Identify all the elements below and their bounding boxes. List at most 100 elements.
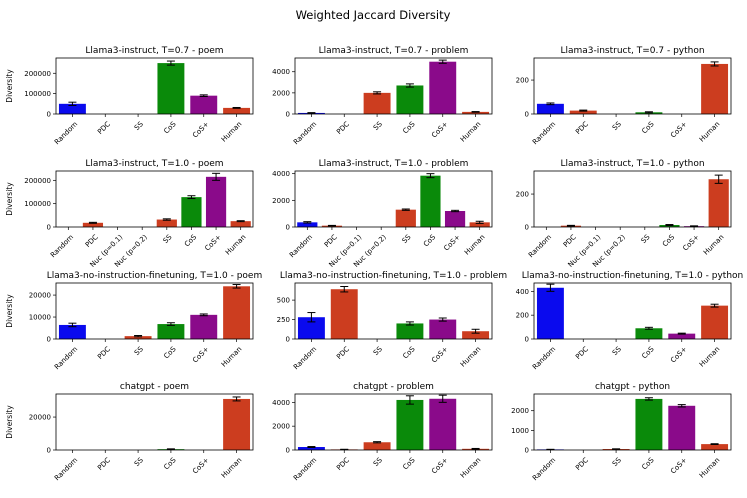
subplot-2-yticklabel-0: 0 <box>286 111 290 119</box>
subplot-11: chatgpt - problem Random PDC SS CoS CoS+ Human… <box>272 382 493 482</box>
subplot-4: Llama3-instruct, T=1.0 - poem Diversity Ra… <box>5 159 254 269</box>
subplot-11-title: chatgpt - problem <box>353 382 434 392</box>
subplot-5-xlabel-4: SS <box>401 233 413 245</box>
subplot-9-yticklabel-2: 400 <box>516 288 529 296</box>
subplot-9-yticklabel-1: 200 <box>516 312 529 320</box>
subplot-1-xlabel-2: SS <box>133 120 145 132</box>
subplot-7-bar-4 <box>190 314 218 339</box>
subplot-3-frame <box>533 57 732 115</box>
subplot-7-bar-0 <box>58 324 86 339</box>
subplot-12-xlabel-5: Human <box>698 456 722 480</box>
subplot-12-yticklabel-0: 0 <box>525 447 529 455</box>
subplot-8-xlabel-3: CoS <box>401 345 417 361</box>
subplot-1-frame <box>55 57 254 115</box>
subplot-11-bar-2 <box>363 442 391 450</box>
subplot-5-bar-6 <box>444 211 466 227</box>
subplot-12-bar-5 <box>701 444 729 450</box>
subplot-2-xlabel-4: CoS+ <box>430 120 450 140</box>
subplot-12-yticklabel-1: 1000 <box>511 427 529 435</box>
subplot-10-xlabel-4: CoS+ <box>191 456 211 476</box>
subplot-7-ylabel: Diversity <box>5 294 14 328</box>
subplot-1-yticklabel-1: 100000 <box>24 90 51 98</box>
subplot-4-yticklabel-1: 100000 <box>24 200 51 208</box>
subplot-5-xlabel-7: Human <box>463 233 487 257</box>
subplot-1-yticklabel-2: 200000 <box>24 70 51 78</box>
subplot-8-bar-0 <box>297 317 325 339</box>
subplot-3-yticklabel-1: 200 <box>516 77 529 85</box>
subplot-5-xlabel-5: CoS <box>422 233 438 249</box>
subplot-12-xlabel-4: CoS+ <box>669 456 689 476</box>
subplot-8: Llama3-no-instruction-finetuning, T=1.0 … <box>277 271 507 371</box>
subplot-10-yticklabel-0: 0 <box>47 447 51 455</box>
subplot-8-yticklabel-1: 250 <box>277 316 290 324</box>
subplot-7-xlabel-2: SS <box>133 345 145 357</box>
subplot-12-bar-4 <box>668 405 696 450</box>
subplot-3-xlabel-1: PDC <box>574 120 590 136</box>
subplot-12-yticklabel-2: 2000 <box>511 407 529 415</box>
subplot-1-ylabel: Diversity <box>5 69 14 103</box>
subplot-2-xlabel-1: PDC <box>335 120 351 136</box>
subplot-2-yticklabel-1: 2000 <box>272 89 290 97</box>
subplot-2-bar-3 <box>396 85 424 114</box>
subplot-6-xlabel-5: CoS <box>661 233 677 249</box>
subplot-8-xlabel-4: CoS+ <box>430 345 450 365</box>
subplot-7-xlabel-0: Random <box>53 345 79 371</box>
subplot-8-xlabel-5: Human <box>459 345 483 369</box>
subplot-4-xlabel-1: PDC <box>84 233 100 249</box>
subplot-8-xlabel-0: Random <box>292 345 318 371</box>
subplot-3-bar-0 <box>536 103 564 114</box>
subplot-12-xlabel-0: Random <box>531 456 557 482</box>
subplot-8-frame <box>294 282 493 340</box>
subplot-12-bar-3 <box>635 398 663 450</box>
subplot-1-yticklabel-0: 0 <box>47 111 51 119</box>
subplot-11-frame <box>294 393 493 451</box>
subplot-7-xlabel-1: PDC <box>96 345 112 361</box>
subplot-2-title: Llama3-instruct, T=0.7 - problem <box>319 46 469 56</box>
subplot-4-xlabel-7: Human <box>224 233 248 257</box>
subplot-3-yticklabel-0: 0 <box>525 111 529 119</box>
subplot-2-xlabel-3: CoS <box>401 120 417 136</box>
subplot-12-frame <box>533 393 732 451</box>
subplot-11-xlabel-2: SS <box>372 456 384 468</box>
subplot-5: Llama3-instruct, T=1.0 - problem Random PD… <box>272 159 493 269</box>
subplot-4-bar-5 <box>181 197 202 227</box>
subplot-9-xlabel-4: CoS+ <box>669 345 689 365</box>
subplot-7-yticklabel-2: 20000 <box>29 292 51 300</box>
subplot-9-bar-4 <box>668 333 696 339</box>
subplot-8-bar-1 <box>330 289 358 339</box>
subplot-8-xlabel-1: PDC <box>335 345 351 361</box>
subplot-10-xlabel-3: CoS <box>162 456 178 472</box>
subplot-6-title: Llama3-instruct, T=1.0 - python <box>560 159 704 169</box>
subplot-10-xlabel-5: Human <box>220 456 244 480</box>
subplot-6-yticklabel-1: 200 <box>516 191 529 199</box>
subplot-6-xlabel-1: PDC <box>562 233 578 249</box>
subplot-4-bar-1 <box>82 222 104 227</box>
subplot-12-xlabel-1: PDC <box>574 456 590 472</box>
subplot-7-title: Llama3-no-instruction-finetuning, T=1.0 … <box>47 271 263 281</box>
subplot-7-yticklabel-1: 10000 <box>29 314 51 322</box>
subplot-7-yticklabel-0: 0 <box>47 336 51 344</box>
subplot-6-frame <box>533 170 732 228</box>
subplot-6-bar-7 <box>708 179 729 227</box>
subplot-6-xlabel-4: SS <box>640 233 652 245</box>
subplot-1-xlabel-1: PDC <box>96 120 112 136</box>
subplot-1-bar-5 <box>223 107 251 114</box>
subplot-6-xlabel-6: CoS+ <box>681 233 701 253</box>
subplot-7-frame <box>55 282 254 340</box>
subplot-2-bar-4 <box>429 61 457 114</box>
subplot-1: Llama3-instruct, T=0.7 - poem Diversity Ra… <box>5 46 254 146</box>
subplot-2-bar-2 <box>363 92 391 114</box>
subplot-9-bar-0 <box>536 287 564 339</box>
subplot-5-title: Llama3-instruct, T=1.0 - problem <box>319 159 469 169</box>
subplot-2-xlabel-2: SS <box>372 120 384 132</box>
subplot-9-xlabel-5: Human <box>698 345 722 369</box>
subplot-4-bar-4 <box>156 219 177 227</box>
subplot-9-frame <box>533 282 732 340</box>
subplot-6-yticklabel-0: 0 <box>525 224 529 232</box>
subplot-11-xlabel-0: Random <box>292 456 318 482</box>
subplot-2-frame <box>294 57 493 115</box>
subplot-9-xlabel-0: Random <box>531 345 557 371</box>
subplot-7-bar-5 <box>223 286 251 339</box>
subplot-8-yticklabel-0: 0 <box>286 336 290 344</box>
